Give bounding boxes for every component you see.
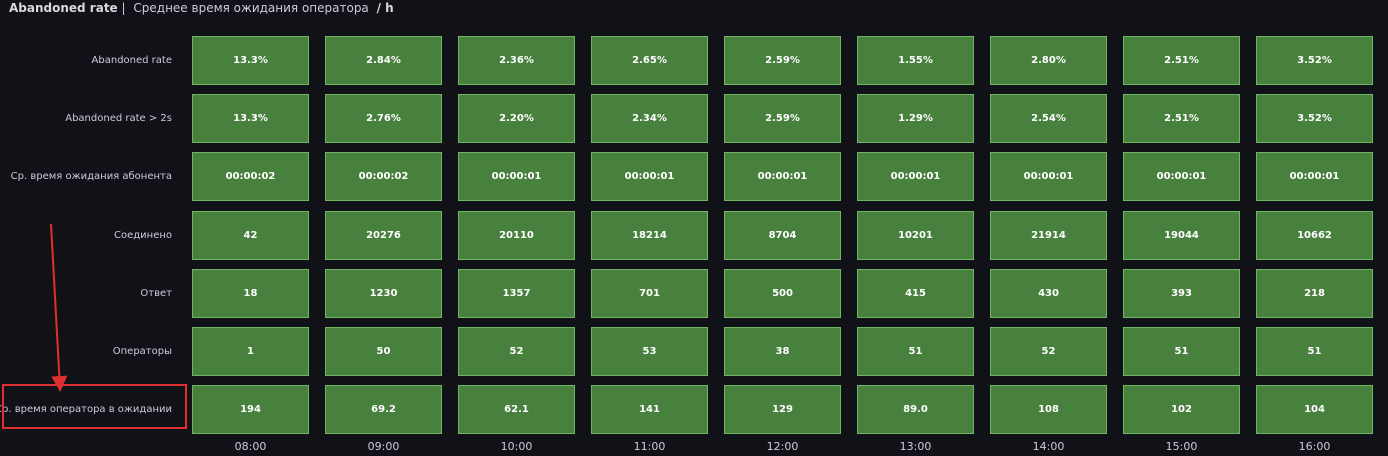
column-label: 16:00 bbox=[1298, 440, 1331, 453]
row-label: Abandoned rate > 2s bbox=[65, 113, 172, 125]
cell: 129 bbox=[724, 385, 841, 435]
cell: 2.34% bbox=[591, 94, 708, 144]
cell: 102 bbox=[1123, 385, 1240, 435]
column-label: 12:00 bbox=[766, 440, 799, 453]
column-label: 15:00 bbox=[1165, 440, 1198, 453]
cell: 69.2 bbox=[325, 385, 442, 435]
cell: 1230 bbox=[325, 268, 442, 318]
row-label: Соединено bbox=[113, 229, 172, 241]
arrow bbox=[50, 223, 68, 392]
cell: 2.20% bbox=[458, 94, 575, 144]
cell: 1 bbox=[192, 327, 309, 376]
cell: 1357 bbox=[458, 268, 575, 318]
cell: 38 bbox=[724, 327, 841, 376]
cell: 50 bbox=[325, 327, 442, 376]
row-label: Ответ bbox=[140, 287, 172, 299]
cell: 2.36% bbox=[458, 36, 575, 85]
column-label: 13:00 bbox=[899, 440, 932, 453]
row-label: Ср. время ожидания абонента bbox=[10, 171, 172, 183]
cell: 2.59% bbox=[724, 36, 841, 85]
cell: 00:00:01 bbox=[724, 152, 841, 202]
cell: 2.51% bbox=[1123, 36, 1240, 85]
cell: 13.3% bbox=[192, 36, 309, 85]
column-label: 10:00 bbox=[500, 440, 533, 453]
cell: 21914 bbox=[990, 210, 1107, 260]
cell: 218 bbox=[1256, 268, 1373, 318]
column-label: 11:00 bbox=[633, 440, 666, 453]
cell: 3.52% bbox=[1256, 94, 1373, 144]
cell: 500 bbox=[724, 268, 841, 318]
cell: 18214 bbox=[591, 210, 708, 260]
cell: 104 bbox=[1256, 385, 1373, 435]
cell: 415 bbox=[857, 268, 974, 318]
row-label: Abandoned rate bbox=[91, 55, 172, 66]
cell: 00:00:02 bbox=[192, 152, 309, 202]
cell: 430 bbox=[990, 268, 1107, 318]
cell: 00:00:02 bbox=[325, 152, 442, 202]
cell: 2.76% bbox=[325, 94, 442, 144]
cell: 89.0 bbox=[857, 385, 974, 435]
cell: 00:00:01 bbox=[990, 152, 1107, 202]
column-label: 14:00 bbox=[1032, 440, 1065, 453]
cell: 3.52% bbox=[1256, 36, 1373, 85]
panel-subtitle: Среднее время ожидания оператора bbox=[133, 1, 369, 15]
cell: 108 bbox=[990, 385, 1107, 435]
cell: 51 bbox=[1256, 327, 1373, 376]
cell: 51 bbox=[857, 327, 974, 376]
row-label: Ср. время оператора в ожидании bbox=[0, 404, 172, 416]
cell: 51 bbox=[1123, 327, 1240, 376]
cell: 2.65% bbox=[591, 36, 708, 85]
cell: 19044 bbox=[1123, 210, 1240, 260]
cell: 701 bbox=[591, 268, 708, 318]
cell: 10201 bbox=[857, 210, 974, 260]
cell: 00:00:01 bbox=[1123, 152, 1240, 202]
panel-title: Abandoned rate bbox=[9, 1, 118, 15]
cell: 18 bbox=[192, 268, 309, 318]
cell: 00:00:01 bbox=[1256, 152, 1373, 202]
column-label: 09:00 bbox=[367, 440, 400, 453]
cell: 20110 bbox=[458, 210, 575, 260]
cell: 2.54% bbox=[990, 94, 1107, 144]
cell: 42 bbox=[192, 210, 309, 260]
cell: 2.59% bbox=[724, 94, 841, 144]
cell: 2.80% bbox=[990, 36, 1107, 85]
cell: 141 bbox=[591, 385, 708, 435]
cell: 00:00:01 bbox=[458, 152, 575, 202]
cell: 1.55% bbox=[857, 36, 974, 85]
cell: 52 bbox=[458, 327, 575, 376]
cell: 2.51% bbox=[1123, 94, 1240, 144]
cell: 1.29% bbox=[857, 94, 974, 144]
panel-header: Abandoned rate | Среднее время ожидания … bbox=[9, 1, 394, 15]
cell: 52 bbox=[990, 327, 1107, 376]
unit: / h bbox=[376, 1, 394, 15]
cell: 393 bbox=[1123, 268, 1240, 318]
cell: 13.3% bbox=[192, 94, 309, 144]
cell: 2.84% bbox=[325, 36, 442, 85]
cell: 53 bbox=[591, 327, 708, 376]
cell: 62.1 bbox=[458, 385, 575, 435]
cell: 194 bbox=[192, 385, 309, 435]
cell: 00:00:01 bbox=[857, 152, 974, 202]
cell: 8704 bbox=[724, 210, 841, 260]
row-label: Операторы bbox=[112, 346, 172, 357]
column-label: 08:00 bbox=[234, 440, 267, 453]
cell: 20276 bbox=[325, 210, 442, 260]
separator: | bbox=[121, 1, 126, 15]
cell: 10662 bbox=[1256, 210, 1373, 260]
cell: 00:00:01 bbox=[591, 152, 708, 202]
